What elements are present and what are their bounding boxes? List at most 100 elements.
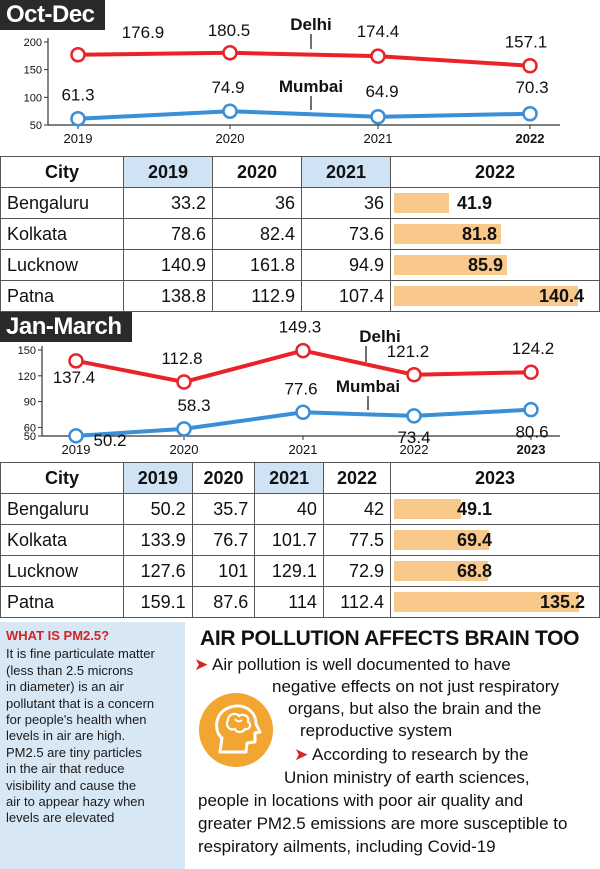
value-bar — [394, 561, 488, 581]
data-label: 61.3 — [61, 86, 94, 105]
y-tick-label: 50 — [24, 431, 36, 443]
brain-line-5: Union ministry of earth sciences, — [284, 768, 530, 787]
data-point-delhi — [522, 57, 538, 74]
table-row: Kolkata 133.9 76.7 101.7 77.5 69.4 — [0, 524, 600, 556]
brain-line-8: respiratory ailments, including Covid-19 — [198, 837, 496, 856]
x-tick-label: 2020 — [216, 131, 245, 146]
column-header: City — [0, 156, 124, 188]
value-bar — [394, 499, 461, 519]
y-tick-label: 100 — [24, 92, 42, 104]
bar-value-label: 41.9 — [457, 193, 493, 213]
data-point-delhi — [523, 364, 539, 380]
y-tick-label: 200 — [24, 37, 42, 49]
x-tick-label: 2021 — [289, 442, 318, 457]
y-tick-label: 120 — [18, 371, 36, 383]
column-header: 2023 — [390, 462, 600, 494]
value-cell: 78.6 — [123, 218, 213, 250]
pm25-line: air to appear hazy when — [6, 794, 145, 810]
brain-line-0: ➤ Air pollution is well documented to ha… — [194, 655, 511, 674]
city-cell: Kolkata — [0, 524, 124, 556]
pm25-info-box: WHAT IS PM2.5? It is fine particulate ma… — [0, 622, 185, 869]
x-tick-label: 2022 — [400, 442, 429, 457]
series-name-mumbai: Mumbai — [279, 77, 343, 96]
bar-value-label: 140.4 — [539, 286, 585, 306]
pm25-line: pollutant that is a concern — [6, 695, 155, 711]
table-header-row: City 2019 2020 2021 2022 — [0, 156, 600, 188]
table-row: Bengaluru 33.2 36 36 41.9 — [0, 187, 600, 219]
y-tick-label: 60 — [24, 422, 36, 434]
table-row: Bengaluru 50.2 35.7 40 42 49.1 — [0, 493, 600, 525]
brain-line-6: people in locations with poor air qualit… — [198, 791, 524, 810]
value-bar — [394, 193, 449, 213]
column-header: 2020 — [191, 462, 256, 494]
table-header-row: City 2019 2020 2021 2022 2023 — [0, 462, 600, 494]
data-label: 112.8 — [161, 349, 202, 368]
value-cell: 138.8 — [123, 280, 213, 312]
x-tick-label: 2021 — [364, 131, 393, 146]
value-bar — [394, 592, 579, 612]
pm25-line: levels in air are high. — [6, 728, 126, 744]
x-tick-label: 2019 — [62, 442, 91, 457]
data-label: 180.5 — [208, 21, 251, 40]
pm25-line: for people's health when — [6, 712, 147, 728]
table-row: Lucknow 127.6 101 129.1 72.9 68.8 — [0, 555, 600, 587]
value-cell: 129.1 — [254, 555, 324, 587]
data-point-mumbai — [406, 408, 422, 424]
y-tick-label: 50 — [30, 120, 42, 132]
data-point-delhi — [176, 374, 192, 390]
column-header: 2021 — [254, 462, 324, 494]
bar-cell: 69.4 — [390, 524, 600, 556]
bar-cell: 68.8 — [390, 555, 600, 587]
data-label: 70.3 — [515, 78, 548, 97]
bar-value-label: 49.1 — [457, 499, 493, 519]
brain-article: AIR POLLUTION AFFECTS BRAIN TOO ➤ Air po… — [190, 622, 600, 869]
pm25-description: It is fine particulate matter (less than … — [6, 646, 179, 826]
y-tick-label: 90 — [24, 397, 36, 409]
data-point-mumbai — [295, 404, 311, 421]
bar-value-label: 135.2 — [540, 592, 586, 612]
data-point-mumbai — [523, 401, 539, 418]
city-cell: Patna — [0, 280, 124, 312]
value-bar — [394, 224, 501, 244]
column-header: 2022 — [322, 462, 392, 494]
data-point-delhi — [70, 47, 86, 63]
data-label: 137.4 — [53, 368, 96, 387]
data-point-mumbai — [176, 421, 192, 437]
data-label: 157.1 — [505, 33, 548, 52]
value-cell: 101 — [191, 555, 256, 587]
brain-line-7: greater PM2.5 emissions are more suscept… — [198, 814, 568, 833]
column-header: 2019 — [123, 462, 193, 494]
data-point-delhi — [222, 45, 238, 61]
column-header: 2022 — [390, 156, 600, 188]
data-label: 121.2 — [387, 342, 430, 361]
data-label: 64.9 — [365, 82, 398, 101]
data-point-mumbai — [370, 109, 386, 125]
pm25-question: WHAT IS PM2.5? — [6, 628, 110, 643]
bar-cell: 41.9 — [390, 187, 600, 219]
series-name-mumbai: Mumbai — [336, 377, 400, 396]
series-name-delhi: Delhi — [359, 327, 401, 346]
y-tick-label: 150 — [18, 345, 36, 357]
table-row: Patna 138.8 112.9 107.4 140.4 — [0, 280, 600, 312]
data-table-oct-dec: City 2019 2020 2021 2022 Bengaluru 33.2 36 36 41.… — [0, 156, 600, 312]
x-tick-label: 2022 — [516, 131, 545, 146]
column-header: 2021 — [301, 156, 391, 188]
column-header: 2020 — [212, 156, 302, 188]
table-row: Patna 159.1 87.6 114 112.4 135.2 — [0, 586, 600, 618]
value-cell: 42 — [322, 493, 392, 525]
series-line-mumbai — [77, 109, 531, 121]
data-label: 58.3 — [177, 396, 210, 415]
data-table-jan-march: City 2019 2020 2021 2022 2023 Bengaluru 50.2 35.… — [0, 462, 600, 618]
value-cell: 35.7 — [191, 493, 256, 525]
pm25-line: (less than 2.5 microns — [6, 662, 134, 678]
data-label: 176.9 — [122, 23, 165, 42]
value-cell: 107.4 — [301, 280, 391, 312]
value-cell: 82.4 — [212, 218, 302, 250]
pm25-line: in the air that reduce — [6, 761, 125, 777]
value-cell: 94.9 — [301, 249, 391, 281]
value-cell: 76.7 — [191, 524, 256, 556]
pm25-line: PM2.5 are tiny particles — [6, 744, 142, 760]
data-label: 50.2 — [93, 431, 126, 450]
value-cell: 77.5 — [322, 524, 392, 556]
